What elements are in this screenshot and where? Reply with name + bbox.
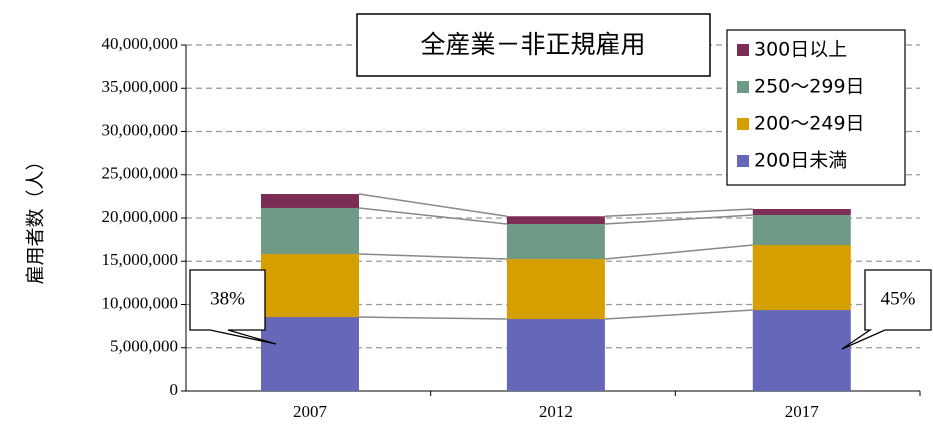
bar-segment: [752, 310, 851, 391]
y-tick-label: 5,000,000: [110, 337, 178, 356]
title-box: [356, 13, 711, 77]
chart-title: 全産業－非正規雇用: [420, 30, 645, 59]
bar-segment: [261, 253, 359, 318]
legend-swatch: [737, 81, 749, 93]
y-tick-label: 10,000,000: [102, 293, 179, 312]
bar-segment: [261, 194, 359, 208]
callout-box: [841, 269, 932, 350]
x-tick-label: 2007: [293, 402, 328, 421]
annotation: 45%: [881, 288, 916, 309]
bar-segment: [506, 224, 605, 260]
connector-line: [604, 244, 753, 260]
connector-line: [604, 208, 753, 218]
legend-swatch: [737, 155, 749, 167]
connector-line: [358, 207, 507, 225]
connector-line: [358, 253, 507, 260]
bar-segment: [752, 244, 851, 311]
y-tick-label: 25,000,000: [102, 164, 179, 183]
connector-line: [358, 193, 508, 218]
bar-segment: [506, 259, 605, 320]
y-tick-label: 30,000,000: [102, 120, 179, 139]
legend-label: 250～299日: [754, 76, 865, 98]
y-tick-label: 35,000,000: [102, 77, 179, 96]
y-tick-label: 40,000,000: [102, 34, 179, 53]
connector-line: [358, 316, 507, 320]
y-tick-label: 15,000,000: [102, 250, 179, 269]
legend-label: 200日未満: [754, 150, 847, 172]
annotation: 38%: [210, 288, 245, 309]
connector-line: [604, 309, 753, 320]
x-tick-label: 2012: [539, 402, 573, 421]
bar-segment: [261, 317, 359, 391]
legend-swatch: [737, 44, 749, 56]
bar-segment: [506, 216, 605, 225]
y-axis-label: 雇用者数（人）: [25, 151, 47, 284]
x-tick-label: 2017: [785, 402, 820, 421]
bar-segment: [752, 209, 851, 215]
bar-segment: [261, 207, 359, 254]
connector-line: [604, 214, 753, 225]
legend-label: 200～249日: [754, 113, 865, 135]
callout-box: [189, 269, 277, 345]
y-tick-label: 20,000,000: [102, 207, 179, 226]
y-tick-label: 0: [170, 380, 179, 399]
legend-swatch: [737, 118, 749, 130]
legend-box: [726, 29, 906, 186]
bar-segment: [752, 214, 851, 245]
bar-segment: [506, 319, 605, 391]
legend-label: 300日以上: [754, 39, 847, 61]
